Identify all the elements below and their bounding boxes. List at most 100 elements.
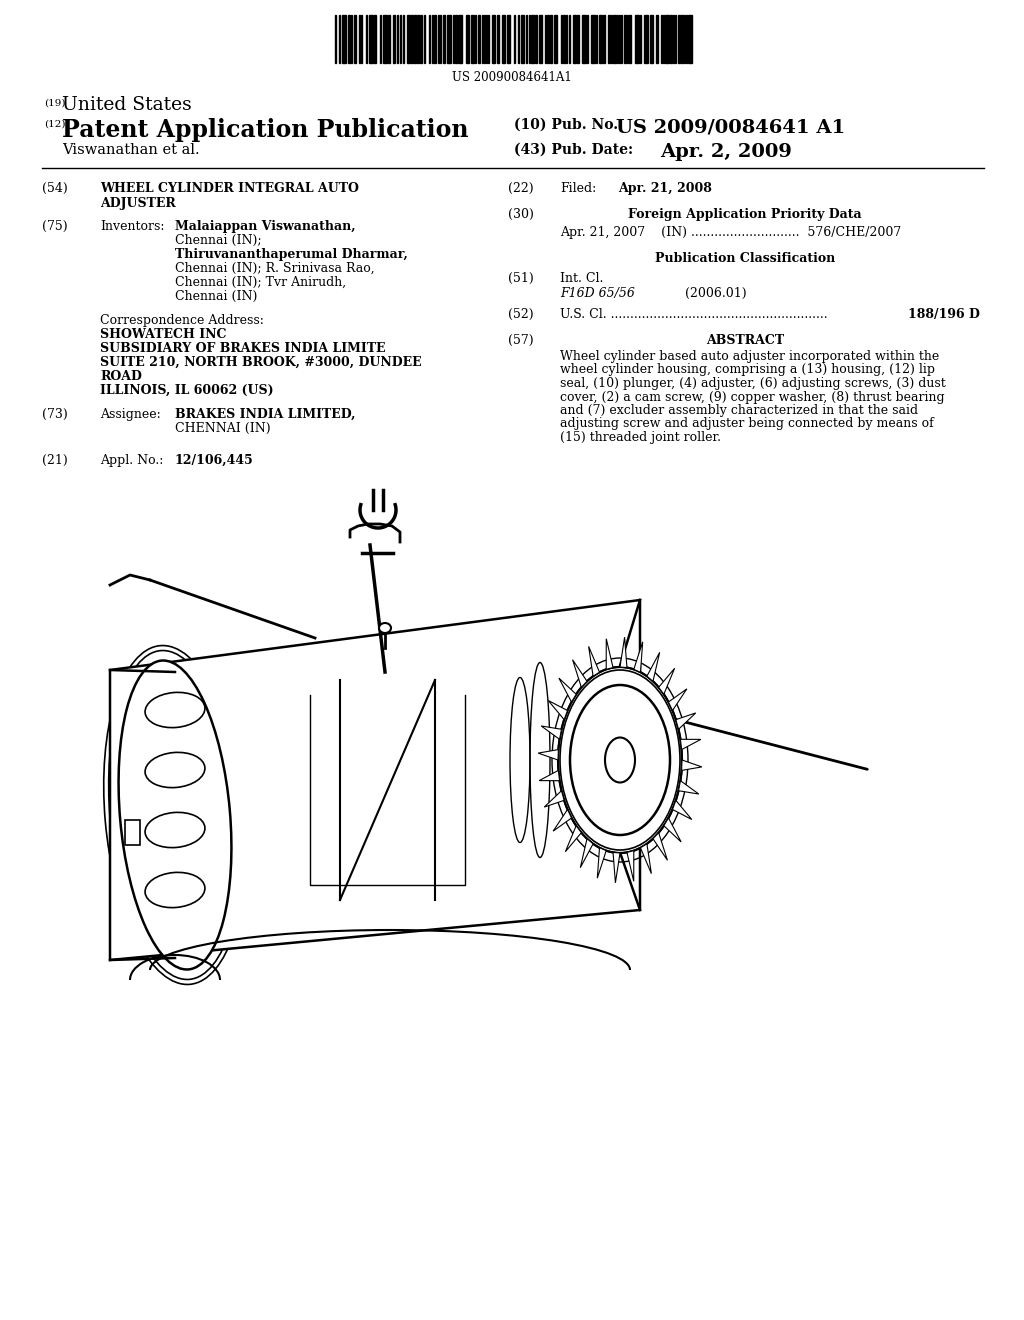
Bar <box>599 15 602 63</box>
Text: Chennai (IN); Tvr Anirudh,: Chennai (IN); Tvr Anirudh, <box>175 276 346 289</box>
Text: Chennai (IN): Chennai (IN) <box>175 290 257 304</box>
Text: Malaiappan Viswanathan,: Malaiappan Viswanathan, <box>175 220 355 234</box>
Polygon shape <box>658 668 675 694</box>
Text: (73): (73) <box>42 408 68 421</box>
Text: Apr. 2, 2009: Apr. 2, 2009 <box>660 143 792 161</box>
Bar <box>650 15 653 63</box>
Bar <box>573 15 575 63</box>
Bar <box>681 15 683 63</box>
Ellipse shape <box>558 667 682 853</box>
Bar <box>688 15 692 63</box>
Ellipse shape <box>109 651 242 979</box>
Bar <box>507 15 510 63</box>
Text: SHOWATECH INC: SHOWATECH INC <box>100 327 226 341</box>
Text: Viswanathan et al.: Viswanathan et al. <box>62 143 200 157</box>
Bar <box>443 15 445 63</box>
Polygon shape <box>647 652 659 681</box>
Text: US 2009/0084641 A1: US 2009/0084641 A1 <box>616 117 845 136</box>
Bar <box>608 15 610 63</box>
Bar <box>624 15 626 63</box>
Text: Thiruvananthaperumal Dharmar,: Thiruvananthaperumal Dharmar, <box>175 248 408 261</box>
Bar <box>539 15 542 63</box>
Bar <box>458 15 462 63</box>
Bar <box>383 15 387 63</box>
Polygon shape <box>664 818 681 842</box>
Polygon shape <box>613 853 620 883</box>
Text: BRAKES INDIA LIMITED,: BRAKES INDIA LIMITED, <box>175 408 355 421</box>
Polygon shape <box>565 826 582 851</box>
Bar <box>492 15 495 63</box>
Text: SUITE 210, NORTH BROOK, #3000, DUNDEE: SUITE 210, NORTH BROOK, #3000, DUNDEE <box>100 356 422 370</box>
Text: F16D 65/56: F16D 65/56 <box>560 286 635 300</box>
Text: (75): (75) <box>42 220 68 234</box>
Text: wheel cylinder housing, comprising a (13) housing, (12) lip: wheel cylinder housing, comprising a (13… <box>560 363 935 376</box>
Bar <box>547 15 549 63</box>
Bar <box>447 15 451 63</box>
Polygon shape <box>589 647 599 676</box>
Text: Publication Classification: Publication Classification <box>655 252 836 265</box>
Polygon shape <box>669 689 687 710</box>
Text: Correspondence Address:: Correspondence Address: <box>100 314 264 327</box>
Bar <box>369 15 373 63</box>
Text: (19): (19) <box>44 99 66 108</box>
Text: United States: United States <box>62 96 191 114</box>
Text: CHENNAI (IN): CHENNAI (IN) <box>175 422 270 436</box>
Polygon shape <box>572 660 587 688</box>
Text: Chennai (IN);: Chennai (IN); <box>175 234 261 247</box>
Text: (57): (57) <box>508 334 534 347</box>
Text: Inventors:: Inventors: <box>100 220 165 234</box>
Text: U.S. Cl. ........................................................: U.S. Cl. ...............................… <box>560 308 827 321</box>
Text: Filed:: Filed: <box>560 182 596 195</box>
Bar <box>535 15 537 63</box>
Bar <box>407 15 410 63</box>
Text: ROAD: ROAD <box>100 370 142 383</box>
Bar <box>354 15 356 63</box>
Bar <box>348 15 350 63</box>
Text: Chennai (IN); R. Srinivasa Rao,: Chennai (IN); R. Srinivasa Rao, <box>175 261 375 275</box>
Polygon shape <box>653 833 668 861</box>
Polygon shape <box>634 642 643 672</box>
Text: (22): (22) <box>508 182 534 195</box>
Bar <box>656 15 658 63</box>
Text: (43) Pub. Date:: (43) Pub. Date: <box>514 143 633 157</box>
Ellipse shape <box>119 660 231 969</box>
Text: (52): (52) <box>508 308 534 321</box>
Bar <box>417 15 419 63</box>
Bar <box>420 15 422 63</box>
Text: Wheel cylinder based auto adjuster incorporated within the: Wheel cylinder based auto adjuster incor… <box>560 350 939 363</box>
Bar <box>629 15 631 63</box>
Bar <box>471 15 474 63</box>
Bar <box>414 15 416 63</box>
Bar <box>591 15 595 63</box>
Bar <box>374 15 376 63</box>
Text: Foreign Application Priority Data: Foreign Application Priority Data <box>628 209 862 220</box>
Bar <box>577 15 579 63</box>
Bar <box>563 15 565 63</box>
Text: Int. Cl.: Int. Cl. <box>560 272 603 285</box>
Polygon shape <box>627 850 634 882</box>
Bar <box>665 15 669 63</box>
Polygon shape <box>673 800 692 820</box>
Bar <box>411 15 413 63</box>
Polygon shape <box>110 601 640 960</box>
Bar <box>644 15 648 63</box>
Text: Apr. 21, 2008: Apr. 21, 2008 <box>618 182 712 195</box>
Text: cover, (2) a cam screw, (9) copper washer, (8) thrust bearing: cover, (2) a cam screw, (9) copper washe… <box>560 391 944 404</box>
Text: (10) Pub. No.:: (10) Pub. No.: <box>514 117 624 132</box>
Text: (30): (30) <box>508 209 534 220</box>
Bar <box>434 15 436 63</box>
Text: seal, (10) plunger, (4) adjuster, (6) adjusting screws, (3) dust: seal, (10) plunger, (4) adjuster, (6) ad… <box>560 378 946 389</box>
Polygon shape <box>640 843 651 874</box>
Polygon shape <box>620 638 627 668</box>
Bar <box>478 15 480 63</box>
Bar <box>342 15 346 63</box>
Ellipse shape <box>605 738 635 783</box>
Bar <box>531 15 534 63</box>
Polygon shape <box>606 639 613 669</box>
Text: (21): (21) <box>42 454 68 467</box>
Polygon shape <box>597 847 606 878</box>
Text: ADJUSTER: ADJUSTER <box>100 197 176 210</box>
Text: 12/106,445: 12/106,445 <box>175 454 254 467</box>
Polygon shape <box>540 771 559 780</box>
Text: (2006.01): (2006.01) <box>685 286 746 300</box>
